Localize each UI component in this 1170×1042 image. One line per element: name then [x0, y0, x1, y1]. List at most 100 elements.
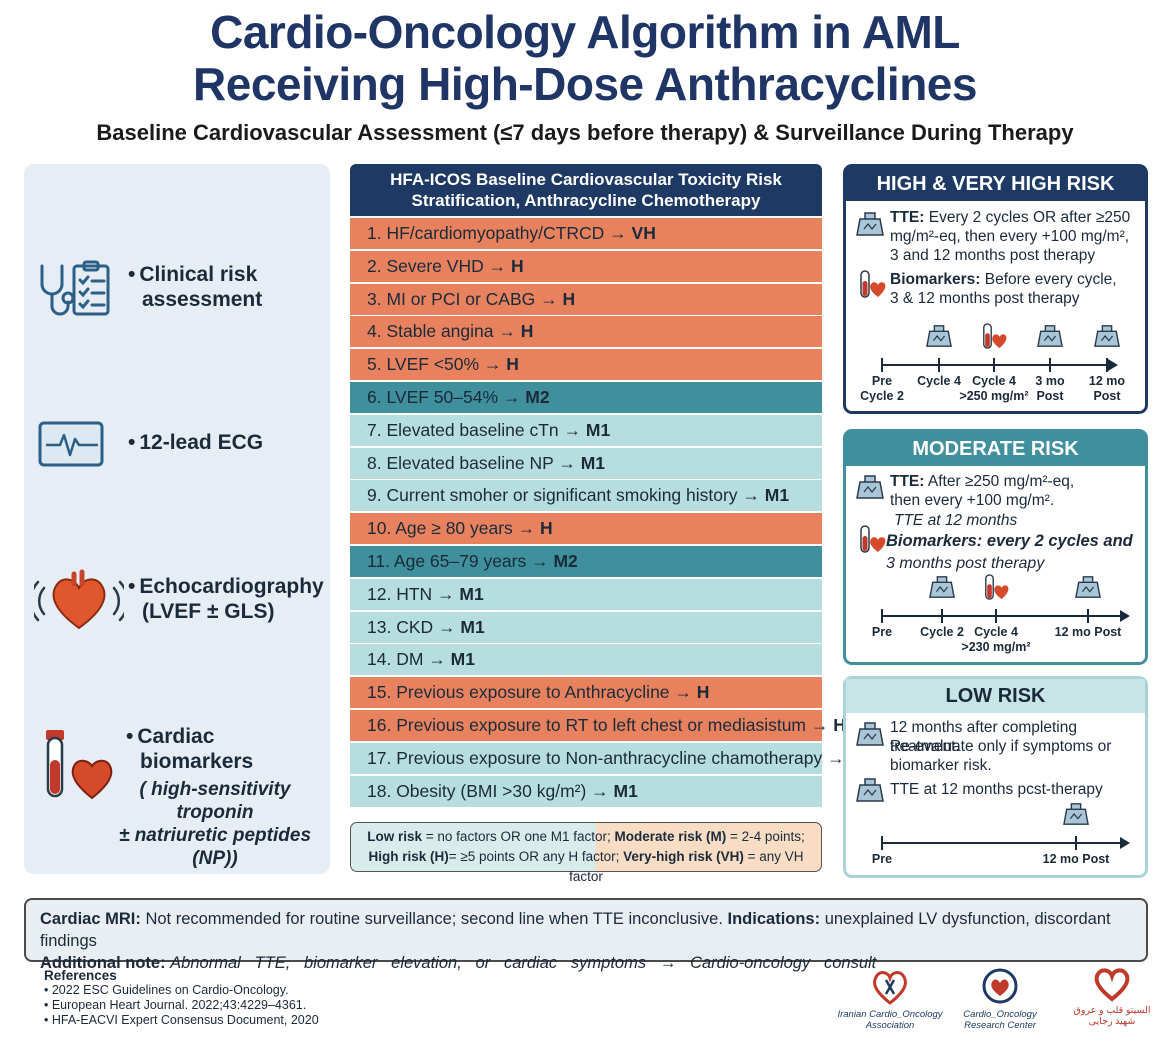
timeline-tick — [941, 609, 943, 623]
risk-row: 4. Stable angina → H — [350, 316, 822, 348]
timeline-tick — [993, 358, 995, 372]
biomarkers-note-line-1: ( high-sensitivity troponin — [139, 779, 291, 823]
risk-row: 7. Elevated baseline cTn → M1 — [350, 414, 822, 446]
moderate-risk-panel: MODERATE RISK TTE: After ≥250 mg/m²-eq, … — [843, 429, 1148, 665]
biomarkers-label-2: biomarkers — [140, 750, 254, 773]
echocardiography-item: • Echocardiography (LVEF ± GLS) — [24, 564, 330, 636]
timeline-arrow-icon — [1120, 610, 1130, 622]
risk-level: M1 — [613, 780, 638, 801]
echo-probe-icon — [929, 576, 955, 598]
indications-label: Indications: — [727, 910, 821, 928]
echo-probe-icon — [856, 212, 884, 236]
risk-factor-text: 10. Age ≥ 80 years → — [367, 518, 541, 539]
blood-tube-heart-icon — [860, 270, 886, 298]
moderate-tte-line-2: then every +100 mg/m². — [890, 492, 1055, 509]
low-line-4: TTE at 12 months pcst-therapy — [890, 781, 1103, 798]
timeline-label-line: Pre — [871, 625, 893, 639]
moderate-bio-line-1: Biomarkers: every 2 cycles and — [886, 532, 1133, 550]
risk-level: H — [520, 321, 534, 342]
timeline-tick — [881, 358, 883, 372]
timeline-axis — [882, 615, 1120, 617]
biomarkers-item: • Cardiac biomarkers ( high-sensitivity t… — [24, 722, 330, 869]
risk-factor-text: 6. LVEF 50–54% → — [367, 387, 526, 407]
timeline-label: Cycle 2 — [902, 625, 982, 640]
logo-text: السیتو قلب و عروق — [1073, 1005, 1151, 1016]
heart-echo-icon — [34, 569, 124, 630]
risk-level: M1 — [450, 649, 475, 670]
risk-row: 11. Age 65–79 years → M2 — [350, 546, 822, 577]
legend-vh-text: = any VH factor — [569, 849, 804, 884]
risk-row: 9. Current smoher or significant smoking… — [350, 480, 822, 512]
legend-low-label: Low risk — [367, 829, 423, 844]
clinical-risk-item: • Clinical risk assessment — [24, 256, 330, 326]
page-title: Cardio-Oncology Algorithm in AML Receivi… — [0, 6, 1170, 110]
risk-factor-text: 9. Current smoher or significant smoking… — [367, 485, 765, 506]
clinical-risk-label: Clinical risk — [139, 263, 258, 286]
timeline-label: Cycle 4 >230 mg/m² — [956, 625, 1036, 655]
risk-factor-text: 18. Obesity (BMI >30 kg/m²) → — [367, 780, 614, 801]
timeline-label: 3 mo Post — [1010, 374, 1090, 404]
risk-factor-text: 11. Age 65–79 years → — [367, 551, 554, 571]
risk-factor-text: 8. Elevated baseline NP → — [367, 452, 581, 473]
risk-level: M1 — [580, 452, 606, 473]
stethoscope-clipboard-icon — [40, 260, 110, 316]
blood-tube-heart-icon — [46, 730, 113, 800]
timeline-tick — [1075, 836, 1077, 850]
reference-item: • European Heart Journal. 2022;43:4229–4… — [44, 998, 307, 1012]
logo-text: Research Center — [964, 1020, 1036, 1031]
risk-row: 17. Previous exposure to Non-anthracycli… — [350, 742, 874, 774]
risk-level: H — [506, 354, 519, 375]
timeline-tick — [881, 836, 883, 850]
risk-row: 15. Previous exposure to Anthracycline →… — [350, 677, 822, 709]
timeline-label-line: >230 mg/m² — [961, 640, 1031, 654]
title-line-2: Receiving High-Dose Anthracyclines — [193, 58, 977, 110]
risk-level: M1 — [459, 583, 484, 604]
echo-probe-icon — [926, 325, 952, 347]
legend-moderate-label: Moderate risk (M) — [614, 829, 727, 844]
biomarkers-note: ( high-sensitivity troponin ± natriureti… — [104, 778, 326, 870]
high-tte-line-1: Every 2 cycles OR after ≥250 — [924, 209, 1131, 226]
iranian-cardio-oncology-logo: Iranian Cardio_Oncology Association — [832, 968, 948, 1031]
bullet: • — [128, 575, 136, 598]
timeline-axis — [882, 364, 1108, 366]
risk-level: M1 — [764, 485, 790, 506]
indications-text: unexplained LV dysfunction, discordant f… — [40, 910, 1111, 950]
timeline-tick — [995, 609, 997, 623]
risk-row: 14. DM → M1 — [350, 644, 822, 676]
blood-tube-heart-icon — [983, 323, 1007, 349]
reference-item: • HFA-EACVI Expert Consensus Document, 2… — [44, 1013, 319, 1027]
blood-tube-heart-icon — [985, 574, 1009, 600]
heart-logo-icon — [1094, 968, 1130, 1002]
echo-probe-icon — [1094, 325, 1120, 347]
high-bio-label: Biomarkers: — [890, 271, 981, 288]
timeline-label-line: Cycle 2 — [860, 389, 904, 403]
timeline-label-line: Cycle 4 — [972, 374, 1016, 388]
references-title: References — [44, 968, 117, 983]
heart-ribbon-logo-icon — [873, 971, 907, 1005]
low-line-3: biomarker risk. — [890, 757, 992, 774]
echo-probe-icon — [856, 778, 884, 802]
risk-row: 12. HTN → M1 — [350, 578, 822, 610]
timeline-tick — [1049, 358, 1051, 372]
timeline-label-line: 12 mo Post — [1054, 625, 1122, 639]
high-bio-line-1: Before every cycle, — [980, 271, 1117, 288]
risk-level: M1 — [585, 419, 611, 440]
timeline-tick — [1087, 609, 1089, 623]
risk-factor-text: 4. Stable angina → — [367, 321, 521, 342]
timeline-label: 12 mo Post — [1036, 852, 1116, 867]
timeline-label: Pre — [842, 625, 922, 640]
risk-factor-text: 2. Severe VHD → — [367, 255, 511, 276]
risk-row: 5. LVEF <50% → H — [350, 349, 822, 381]
risk-factor-text: 3. MI or PCI or CABG → — [367, 288, 563, 309]
timeline-tick — [1106, 358, 1108, 372]
risk-row: 2. Severe VHD → H — [350, 250, 822, 282]
low-line-1: 12 months after completing treatment. — [890, 719, 1077, 755]
timeline-arrow-icon — [1108, 359, 1118, 371]
cardiac-mri-note-box: Cardiac MRI: Not recommended for routine… — [24, 898, 1148, 972]
moderate-risk-title: MODERATE RISK — [846, 432, 1145, 466]
risk-table-header: HFA-ICOS Baseline Cardiovascular Toxicit… — [350, 164, 822, 216]
timeline-label-line: >250 mg/m² — [959, 389, 1029, 403]
timeline-label-line: 12 mo — [1088, 374, 1126, 388]
risk-level: VH — [631, 223, 656, 243]
timeline-axis — [882, 842, 1120, 844]
